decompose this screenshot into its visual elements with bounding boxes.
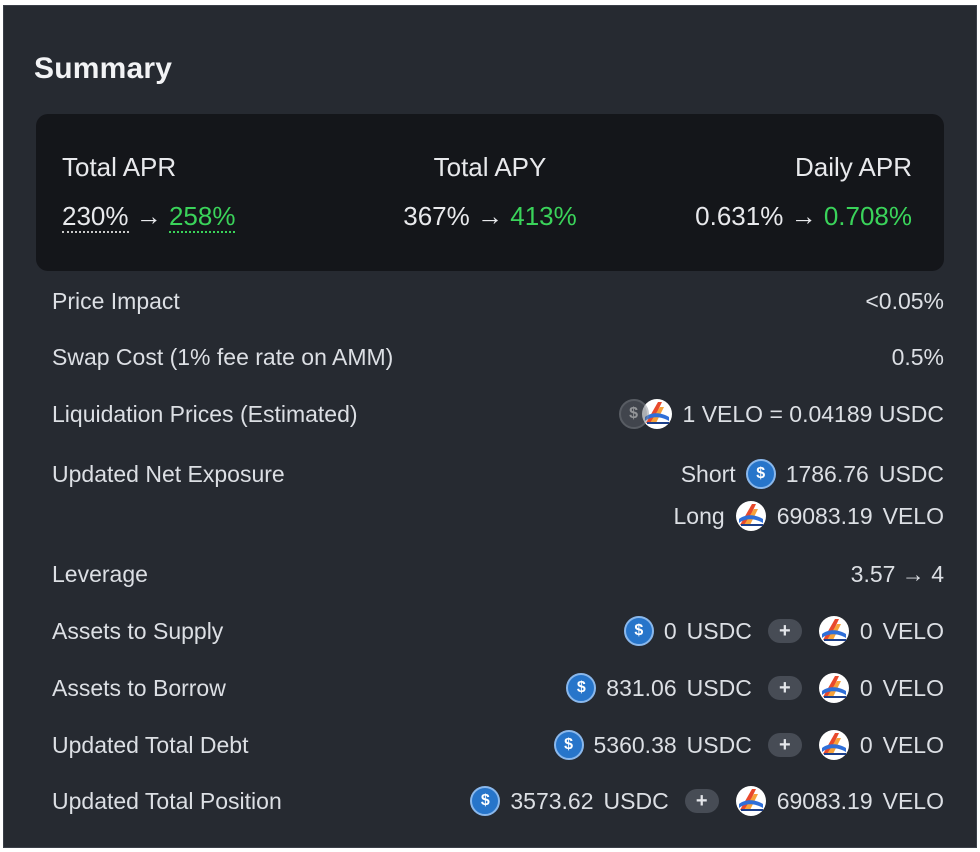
- price-impact-value: <0.05%: [865, 287, 944, 314]
- position-usdc-amount: 3573.62: [510, 787, 594, 814]
- swap-cost-label: Swap Cost (1% fee rate on AMM): [52, 344, 394, 370]
- apr-card: Total APR 230% → 258% Total APY 367% → 4…: [36, 114, 944, 271]
- leverage-label: Leverage: [52, 561, 148, 587]
- price-impact-label: Price Impact: [52, 288, 180, 314]
- long-exposure: Long 69083.19 VELO: [674, 496, 944, 536]
- total-apy-label: Total APY: [433, 152, 547, 182]
- token-pair-toggle[interactable]: $: [618, 398, 673, 430]
- daily-apr-from: 0.631%: [695, 201, 784, 231]
- velo-token-icon: [818, 729, 850, 761]
- total-apy: Total APY 367% → 413%: [403, 152, 576, 232]
- debt-velo-amount: 0: [859, 731, 873, 758]
- assets-supply-row: Assets to Supply $ 0 USDC + 0 VELO: [52, 611, 944, 651]
- net-exposure-label: Updated Net Exposure: [52, 461, 285, 487]
- total-apr: Total APR 230% → 258%: [62, 152, 236, 233]
- daily-apr: Daily APR 0.631% → 0.708%: [695, 152, 912, 232]
- arrow-icon: →: [135, 201, 162, 231]
- total-apr-to[interactable]: 258%: [168, 201, 236, 233]
- plus-icon: +: [767, 619, 802, 643]
- position-velo-token: VELO: [882, 787, 944, 814]
- liquidation-value: 1 VELO = 0.04189 USDC: [682, 400, 944, 427]
- plus-icon: +: [767, 676, 802, 700]
- daily-apr-to: 0.708%: [823, 201, 912, 231]
- borrow-velo-amount: 0: [859, 674, 873, 701]
- debt-usdc-token: USDC: [686, 731, 752, 758]
- velo-token-icon: [735, 500, 767, 532]
- total-position-label: Updated Total Position: [52, 788, 282, 814]
- borrow-usdc-token: USDC: [686, 674, 752, 701]
- liquidation-label: Liquidation Prices (Estimated): [52, 401, 358, 427]
- swap-cost-value: 0.5%: [891, 343, 944, 370]
- swap-cost-row: Swap Cost (1% fee rate on AMM) 0.5%: [52, 337, 944, 377]
- supply-usdc-token: USDC: [686, 617, 752, 644]
- long-label: Long: [673, 502, 725, 529]
- total-apy-to: 413%: [510, 201, 577, 231]
- total-apr-label: Total APR: [62, 152, 177, 182]
- usdc-token-icon: $: [553, 730, 584, 760]
- borrow-usdc-amount: 831.06: [606, 674, 677, 701]
- long-amount: 69083.19: [776, 502, 873, 529]
- borrow-velo-token: VELO: [882, 674, 944, 701]
- debt-velo-token: VELO: [882, 731, 944, 758]
- assets-borrow-label: Assets to Borrow: [52, 675, 226, 701]
- supply-usdc-amount: 0: [663, 617, 677, 644]
- usdc-token-icon: $: [470, 786, 501, 816]
- usdc-token-icon: $: [745, 459, 776, 489]
- long-token: VELO: [882, 502, 944, 529]
- summary-panel: Summary Total APR 230% → 258% Total APY …: [3, 5, 977, 848]
- plus-icon: +: [767, 733, 802, 757]
- short-label: Short: [680, 460, 736, 487]
- supply-velo-amount: 0: [859, 617, 873, 644]
- short-amount: 1786.76: [785, 460, 869, 487]
- position-velo-amount: 69083.19: [776, 787, 873, 814]
- velo-token-icon: [818, 672, 850, 704]
- position-usdc-token: USDC: [603, 787, 669, 814]
- net-exposure-row: Updated Net Exposure Short $ 1786.76 USD…: [52, 454, 944, 544]
- arrow-icon: →: [477, 201, 503, 231]
- leverage-row: Leverage 3.57 → 4: [52, 554, 944, 594]
- supply-velo-token: VELO: [882, 617, 944, 644]
- liquidation-row: Liquidation Prices (Estimated) $ 1 VELO …: [52, 394, 944, 434]
- summary-title: Summary: [34, 52, 173, 85]
- total-apy-from: 367%: [403, 201, 470, 231]
- usdc-token-icon: $: [566, 673, 597, 703]
- velo-token-icon: [818, 615, 850, 647]
- leverage-value: 3.57 → 4: [850, 560, 944, 587]
- short-exposure: Short $ 1786.76 USDC: [681, 454, 944, 494]
- total-debt-label: Updated Total Debt: [52, 732, 249, 758]
- usdc-token-icon: $: [623, 616, 654, 646]
- total-position-row: Updated Total Position $ 3573.62 USDC + …: [52, 781, 944, 821]
- usdc-token-icon: $: [618, 399, 649, 429]
- daily-apr-label: Daily APR: [794, 152, 912, 182]
- debt-usdc-amount: 5360.38: [593, 731, 677, 758]
- assets-supply-label: Assets to Supply: [52, 618, 224, 644]
- total-apr-from[interactable]: 230%: [62, 201, 129, 233]
- arrow-icon: →: [790, 201, 817, 231]
- total-debt-row: Updated Total Debt $ 5360.38 USDC + 0 VE…: [52, 725, 944, 765]
- velo-token-icon: [735, 785, 767, 817]
- short-token: USDC: [878, 460, 944, 487]
- plus-icon: +: [684, 789, 719, 813]
- price-impact-row: Price Impact <0.05%: [52, 281, 944, 321]
- assets-borrow-row: Assets to Borrow $ 831.06 USDC + 0 VELO: [52, 668, 944, 708]
